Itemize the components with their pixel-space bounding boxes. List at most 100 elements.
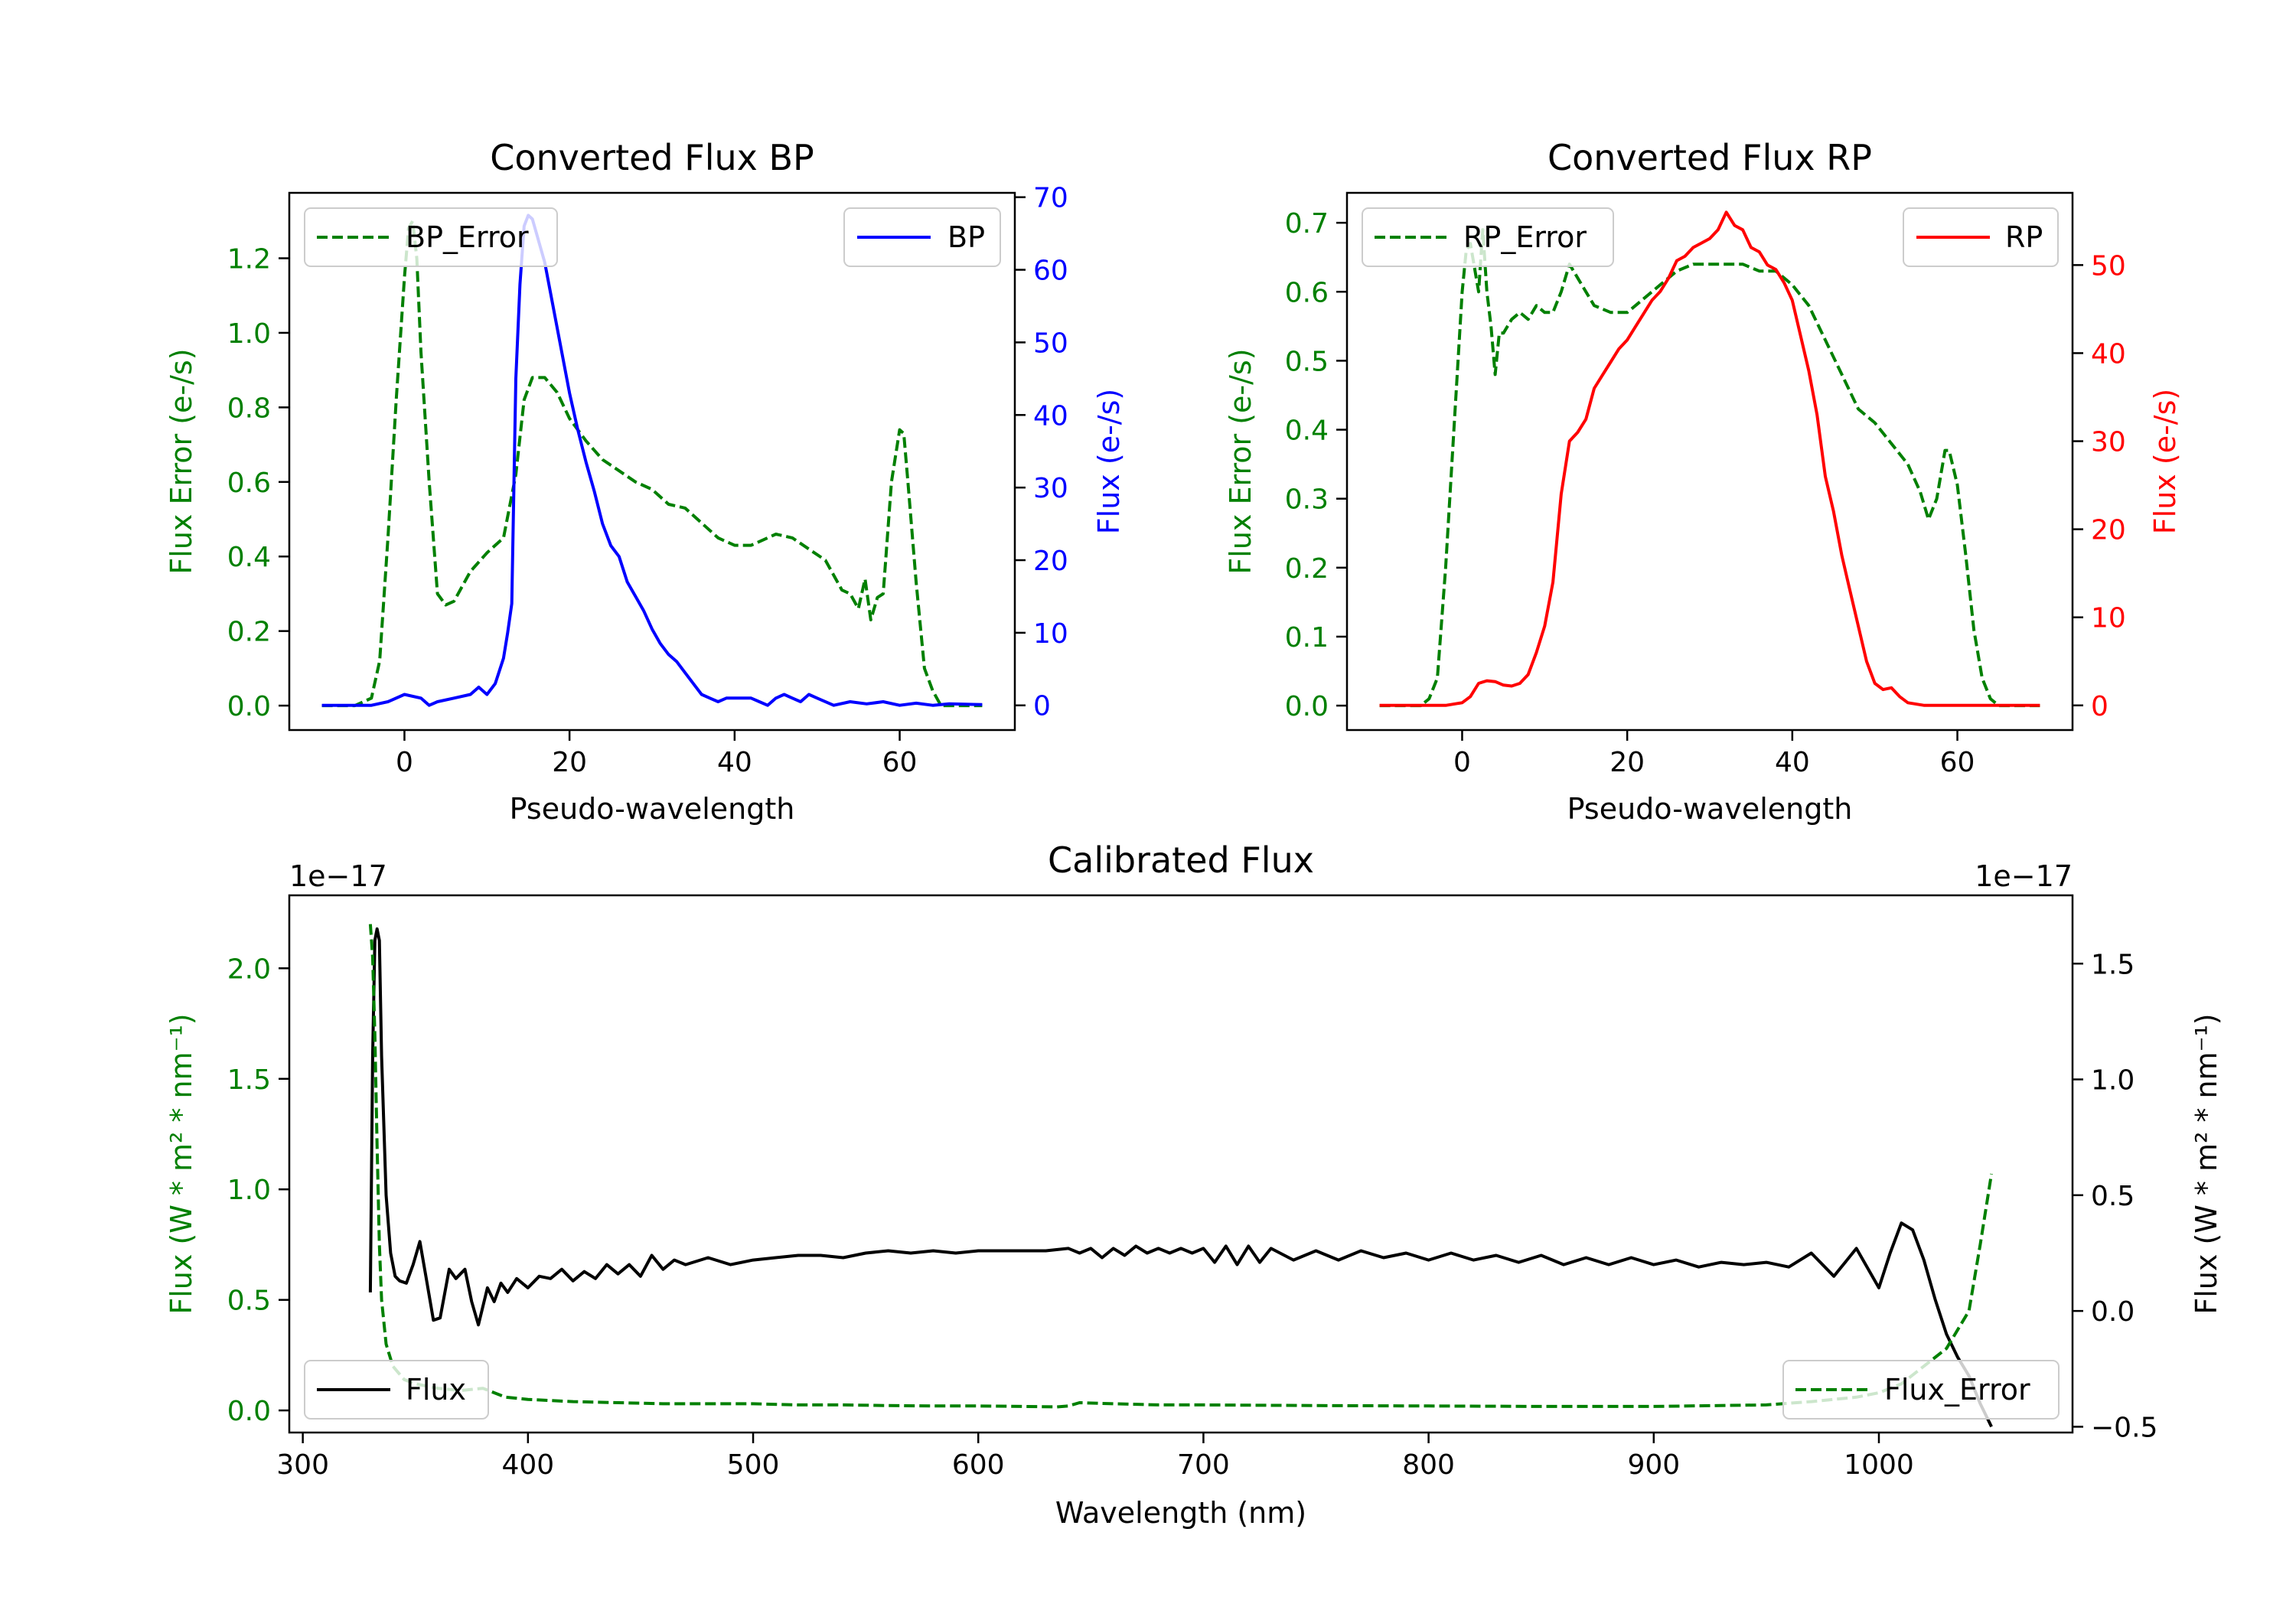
bp-series-bp-error xyxy=(321,219,983,708)
cal-x-axis: 300 400 500 600 700 800 900 1000 xyxy=(276,1433,1914,1481)
bp-y-left-tick-label: 1.2 xyxy=(227,243,271,275)
bp-y-right-tick-label: 70 xyxy=(1033,183,1068,214)
rp-x-axis: 0 20 40 60 xyxy=(1453,730,1975,778)
rp-y-label-right: Flux (e-/s) xyxy=(2148,389,2182,534)
bp-y-left-tick-label: 0.2 xyxy=(227,617,271,648)
rp-y-right-tick-label: 20 xyxy=(2091,515,2126,546)
rp-x-tick-label: 60 xyxy=(1940,747,1975,778)
rp-title: Converted Flux RP xyxy=(1548,137,1872,178)
bp-y-right-tick-label: 20 xyxy=(1033,546,1068,577)
cal-y-left-tick-label: 0.0 xyxy=(227,1396,271,1427)
cal-title: Calibrated Flux xyxy=(1048,839,1314,881)
rp-y-left-tick-label: 0.5 xyxy=(1285,346,1329,377)
rp-y-right-tick-label: 50 xyxy=(2091,250,2126,282)
rp-x-tick-label: 20 xyxy=(1609,747,1645,778)
rp-legend-flux-label: RP xyxy=(2005,220,2043,254)
rp-axes-frame xyxy=(1345,191,2074,732)
cal-offset-right: 1e−17 xyxy=(1975,859,2073,893)
rp-y-right-tick-label: 10 xyxy=(2091,603,2126,634)
bp-x-tick-label: 60 xyxy=(882,747,918,778)
bp-y-left-tick-label: 0.6 xyxy=(227,468,271,499)
bp-legend-error: BP_Error xyxy=(304,207,558,267)
bp-x-tick-label: 0 xyxy=(396,747,413,778)
bp-y-left-tick-label: 0.4 xyxy=(227,542,271,573)
cal-y-label-right: Flux (W * m² * nm⁻¹) xyxy=(2190,1013,2223,1314)
cal-legend-error: Flux_Error xyxy=(1782,1360,2060,1420)
cal-y-left-tick-label: 0.5 xyxy=(227,1286,271,1317)
bp-y-right-tick-label: 60 xyxy=(1033,256,1068,287)
cal-legend-flux-box xyxy=(304,1360,489,1420)
bp-x-tick-label: 20 xyxy=(552,747,587,778)
cal-x-label: Wavelength (nm) xyxy=(1055,1496,1306,1530)
bp-y-right-tick-label: 50 xyxy=(1033,328,1068,359)
cal-axes-frame xyxy=(288,894,2074,1434)
rp-y-label-left: Flux Error (e-/s) xyxy=(1224,348,1257,574)
rp-y-right-tick-label: 0 xyxy=(2091,691,2108,722)
cal-offset-left: 1e−17 xyxy=(289,859,387,893)
rp-legend-flux: RP xyxy=(1903,207,2059,267)
rp-y-left-tick-label: 0.3 xyxy=(1285,484,1329,516)
rp-y-left-tick-label: 0.2 xyxy=(1285,553,1329,585)
cal-x-tick-label: 900 xyxy=(1627,1449,1680,1481)
cal-x-tick-label: 500 xyxy=(727,1449,780,1481)
rp-y-left-tick-label: 0.1 xyxy=(1285,622,1329,654)
rp-y-left-tick-label: 0.7 xyxy=(1285,208,1329,240)
bp-y-axis-right: 0 10 20 30 40 50 60 70 xyxy=(1015,183,1068,722)
rp-legend-error-label: RP_Error xyxy=(1463,220,1587,254)
rp-legend-error: RP_Error xyxy=(1362,207,1614,267)
rp-y-axis-right: 0 10 20 30 40 50 xyxy=(2073,250,2126,722)
bp-y-label-right: Flux (e-/s) xyxy=(1092,389,1126,534)
bp-x-axis: 0 20 40 60 xyxy=(396,730,917,778)
cal-y-right-tick-label: 0.0 xyxy=(2091,1296,2135,1328)
bp-x-tick-label: 40 xyxy=(717,747,752,778)
rp-legend-error-box xyxy=(1362,207,1614,267)
bp-y-right-tick-label: 40 xyxy=(1033,400,1068,432)
cal-y-left-tick-label: 1.0 xyxy=(227,1175,271,1206)
panel-calibrated: Calibrated Flux 300 400 500 600 700 800 900 100… xyxy=(165,839,2223,1530)
bp-title: Converted Flux BP xyxy=(490,137,814,178)
cal-legend-flux: Flux xyxy=(304,1360,489,1420)
cal-x-tick-label: 400 xyxy=(501,1449,554,1481)
cal-y-right-tick-label: 1.0 xyxy=(2091,1065,2135,1097)
bp-axes-frame xyxy=(288,191,1016,732)
rp-y-axis-left: 0.0 0.1 0.2 0.3 0.4 0.5 0.6 0.7 xyxy=(1285,208,1347,722)
panel-bp: Converted Flux BP 0 20 40 60 0.0 0.2 0.4 0.6 0.… xyxy=(165,137,1126,826)
bp-legend-flux: BP xyxy=(843,207,1001,267)
cal-x-tick-label: 700 xyxy=(1177,1449,1230,1481)
cal-y-right-tick-label: 0.5 xyxy=(2091,1181,2135,1212)
cal-y-axis-right: −0.5 0.0 0.5 1.0 1.5 xyxy=(2073,949,2157,1443)
cal-y-left-tick-label: 1.5 xyxy=(227,1064,271,1096)
cal-x-tick-label: 600 xyxy=(952,1449,1005,1481)
cal-y-right-tick-label: 1.5 xyxy=(2091,949,2135,980)
cal-y-left-tick-label: 2.0 xyxy=(227,953,271,985)
bp-y-axis-left: 0.0 0.2 0.4 0.6 0.8 1.0 1.2 xyxy=(227,243,289,722)
bp-x-label: Pseudo-wavelength xyxy=(510,792,795,826)
cal-legend-error-label: Flux_Error xyxy=(1884,1373,2030,1407)
rp-y-left-tick-label: 0.6 xyxy=(1285,277,1329,308)
rp-y-right-tick-label: 40 xyxy=(2091,338,2126,370)
cal-x-tick-label: 800 xyxy=(1402,1449,1455,1481)
cal-x-tick-label: 300 xyxy=(276,1449,329,1481)
bp-y-left-tick-label: 0.0 xyxy=(227,691,271,722)
rp-x-label: Pseudo-wavelength xyxy=(1567,792,1853,826)
rp-y-right-tick-label: 30 xyxy=(2091,427,2126,458)
rp-y-left-tick-label: 0.0 xyxy=(1285,691,1329,722)
cal-y-label-left: Flux (W * m² * nm⁻¹) xyxy=(165,1013,198,1314)
bp-series-bp xyxy=(321,214,983,707)
bp-y-left-tick-label: 0.8 xyxy=(227,393,271,424)
bp-y-right-tick-label: 0 xyxy=(1033,691,1051,722)
bp-y-label-left: Flux Error (e-/s) xyxy=(165,348,198,574)
bp-legend-error-box xyxy=(304,207,558,267)
panel-rp: Converted Flux RP 0 20 40 60 0.00.10.20.30.… xyxy=(1224,137,2182,826)
cal-series-flux xyxy=(368,927,1993,1428)
bp-y-right-tick-label: 10 xyxy=(1033,618,1068,650)
cal-y-right-tick-label: −0.5 xyxy=(2091,1412,2157,1443)
bp-legend-flux-label: BP xyxy=(947,220,985,254)
rp-y-left-tick-label: 0.4 xyxy=(1285,416,1329,447)
rp-x-tick-label: 40 xyxy=(1775,747,1810,778)
bp-plot-area xyxy=(321,214,983,708)
cal-y-axis-left: 0.0 0.5 1.0 1.5 2.0 xyxy=(227,953,289,1427)
cal-legend-error-box xyxy=(1782,1360,2060,1420)
